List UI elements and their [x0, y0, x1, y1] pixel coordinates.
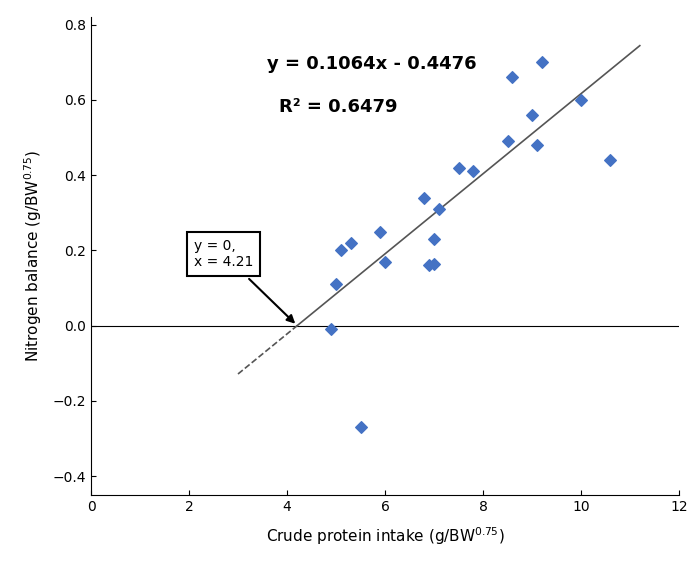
Point	[335, 246, 346, 255]
Point	[433, 204, 444, 213]
Point	[575, 96, 587, 105]
Point	[345, 238, 356, 248]
Point	[526, 110, 538, 119]
Point	[419, 193, 430, 202]
X-axis label: Crude protein intake (g/BW$^{0.75}$): Crude protein intake (g/BW$^{0.75}$)	[266, 525, 504, 547]
Point	[374, 227, 386, 236]
Point	[507, 73, 518, 82]
Point	[330, 280, 342, 289]
Point	[424, 261, 435, 270]
Point	[453, 163, 464, 172]
Point	[379, 257, 391, 266]
Y-axis label: Nitrogen balance (g/BW$^{0.75}$): Nitrogen balance (g/BW$^{0.75}$)	[22, 150, 44, 362]
Point	[355, 423, 366, 432]
Text: y = 0,
x = 4.21: y = 0, x = 4.21	[194, 239, 293, 322]
Point	[326, 325, 337, 334]
Point	[605, 155, 616, 164]
Point	[468, 167, 479, 176]
Point	[536, 57, 547, 67]
Text: R² = 0.6479: R² = 0.6479	[279, 98, 398, 116]
Point	[428, 234, 440, 244]
Point	[428, 259, 440, 268]
Text: y = 0.1064x - 0.4476: y = 0.1064x - 0.4476	[267, 55, 477, 73]
Point	[502, 137, 513, 146]
Point	[531, 141, 542, 150]
